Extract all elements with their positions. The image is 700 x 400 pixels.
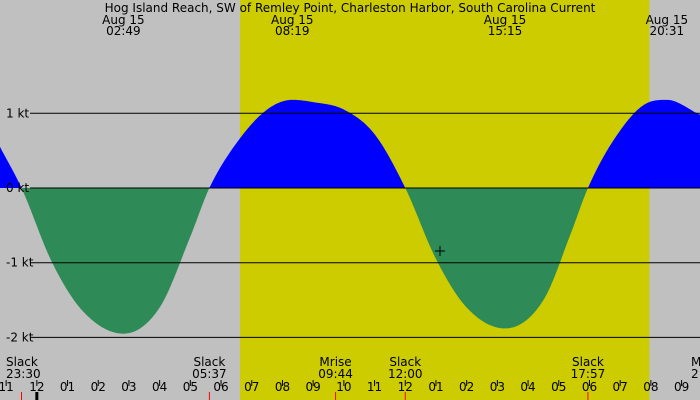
ebb-area bbox=[0, 188, 700, 334]
bottom-event-label: Slack bbox=[389, 355, 421, 369]
hour-tick-label: 04 bbox=[520, 380, 535, 394]
bottom-event-label: Slack bbox=[572, 355, 604, 369]
hour-tick-label: 07 bbox=[244, 380, 259, 394]
hour-tick-label: 03 bbox=[121, 380, 136, 394]
y-tick-label: 1 kt bbox=[6, 106, 29, 120]
bottom-event-time: 2 bbox=[691, 367, 699, 381]
top-event-date: Aug 15 bbox=[646, 13, 689, 27]
y-tick-label: 0 kt bbox=[6, 181, 29, 195]
bottom-event-label: Slack bbox=[6, 355, 38, 369]
top-event-time: 08:19 bbox=[275, 24, 310, 38]
hour-tick-label: 08 bbox=[275, 380, 290, 394]
hour-tick-label: 10 bbox=[336, 380, 351, 394]
top-event-date: Aug 15 bbox=[271, 13, 314, 27]
hour-tick-label: 02 bbox=[459, 380, 474, 394]
bottom-event-time: 12:00 bbox=[388, 367, 423, 381]
top-event-date: Aug 15 bbox=[484, 13, 527, 27]
hour-tick-label: 11 bbox=[0, 380, 14, 394]
cursor-crosshair-icon bbox=[435, 246, 445, 256]
y-tick-label: -2 kt bbox=[6, 330, 34, 344]
bottom-event-label: Slack bbox=[193, 355, 225, 369]
bottom-event-label: M bbox=[691, 355, 700, 369]
current-areas bbox=[0, 99, 700, 334]
top-event-time: 20:31 bbox=[650, 24, 685, 38]
top-event-date: Aug 15 bbox=[102, 13, 145, 27]
hour-tick-label: 12 bbox=[398, 380, 413, 394]
bottom-event-time: 23:30 bbox=[6, 367, 41, 381]
hour-tick-label: 04 bbox=[152, 380, 167, 394]
top-event-time: 15:15 bbox=[488, 24, 523, 38]
hour-tick-label: 01 bbox=[60, 380, 75, 394]
hour-tick-label: 05 bbox=[551, 380, 566, 394]
hour-axis: 11 12 01 02 03 04 05 06 07 08 09 10 11 12 01 02 03 04 05 06… bbox=[0, 380, 689, 400]
hour-tick-label: 07 bbox=[613, 380, 628, 394]
y-tick-label: -1 kt bbox=[6, 256, 34, 270]
flood-area bbox=[0, 99, 700, 188]
bottom-event-time: 17:57 bbox=[571, 367, 606, 381]
bottom-event-time: 05:37 bbox=[192, 367, 227, 381]
hour-tick-label: 03 bbox=[490, 380, 505, 394]
hour-tick-label: 09 bbox=[674, 380, 689, 394]
y-gridlines bbox=[30, 112, 700, 338]
bottom-event-time: 09:44 bbox=[318, 367, 353, 381]
bottom-event-labels: Slack23:30Slack05:37Mrise09:44Slack12:00… bbox=[6, 355, 700, 381]
hour-tick-label: 11 bbox=[367, 380, 382, 394]
hour-tick-label: 08 bbox=[643, 380, 658, 394]
bottom-event-label: Mrise bbox=[319, 355, 351, 369]
y-axis-labels: 1 kt 0 kt -1 kt -2 kt bbox=[6, 106, 34, 344]
hour-tick-label: 01 bbox=[428, 380, 443, 394]
hour-tick-label: 09 bbox=[306, 380, 321, 394]
chart-title: Hog Island Reach, SW of Remley Point, Ch… bbox=[105, 1, 596, 15]
hour-tick-label: 02 bbox=[91, 380, 106, 394]
hour-tick-label: 06 bbox=[213, 380, 228, 394]
hour-tick-label: 06 bbox=[582, 380, 597, 394]
hour-tick-label: 05 bbox=[183, 380, 198, 394]
top-event-time: 02:49 bbox=[106, 24, 141, 38]
hour-tick-label: 12 bbox=[29, 380, 44, 394]
